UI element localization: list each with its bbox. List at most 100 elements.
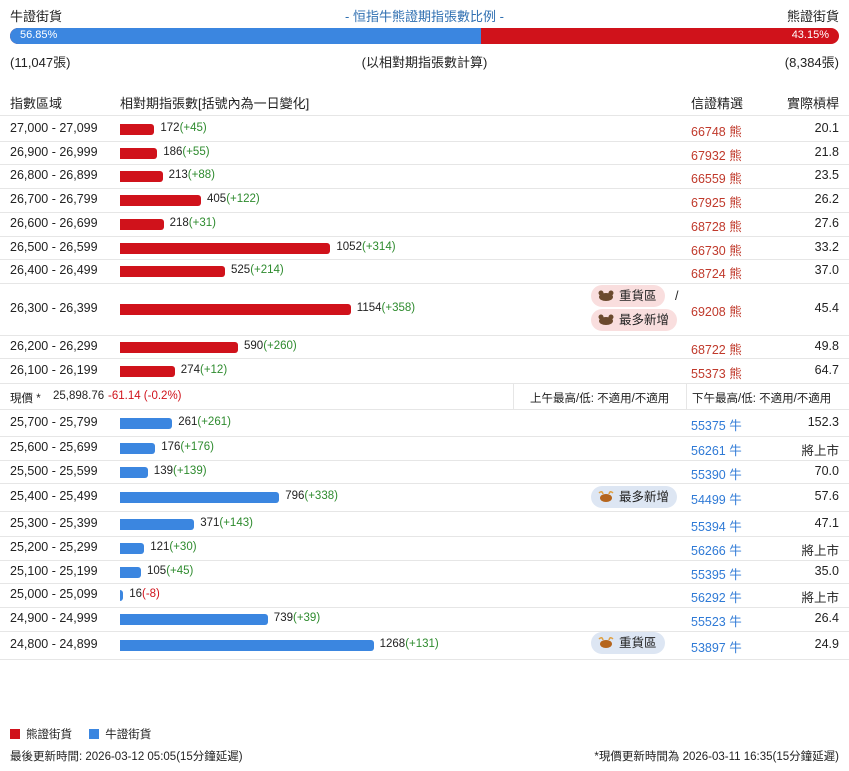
leverage-value: 152.3 [807,415,839,429]
leverage-value: 21.8 [814,145,839,159]
warrant-type: 熊 [725,220,742,234]
bear-street-label: 熊證街貨 [786,9,839,24]
range-cell: 26,800 - 26,899 [10,168,98,182]
range-cell: 26,100 - 26,199 [10,363,98,377]
data-bar [120,443,156,454]
warrant-code[interactable]: 56266 牛 [691,540,742,559]
table-row: 25,000 - 25,099 16(-8) 56292 牛 將上市 [0,583,849,608]
warrant-code[interactable]: 66559 熊 [691,168,742,187]
contracts-value: 139 [153,465,173,477]
warrant-code[interactable]: 53897 牛 [691,637,742,656]
bar-value: 176(+176) [161,441,214,453]
warrant-code[interactable]: 55390 牛 [691,464,742,483]
table-row: 25,100 - 25,199 105(+45) 55395 牛 35.0 [0,560,849,584]
heavy-zone-badge: 重貨區 [591,632,665,654]
warrant-code[interactable]: 55373 熊 [691,363,742,382]
range-cell: 26,300 - 26,399 [10,301,98,315]
leverage-value: 57.6 [814,489,839,503]
contracts-value: 590 [244,340,264,352]
leverage-value: 20.1 [814,121,839,135]
warrant-code[interactable]: 55395 牛 [691,564,742,583]
warrant-code[interactable]: 55375 牛 [691,415,742,434]
warrant-code[interactable]: 67932 熊 [691,145,742,164]
table-row: 26,100 - 26,199 274(+12) 55373 熊 64.7 [0,358,849,384]
contracts-value: 176 [161,441,181,453]
warrant-code[interactable]: 55523 牛 [691,611,742,630]
legend-bear-swatch [10,729,20,739]
spot-label: 現價 * [10,393,41,405]
data-bar [120,492,280,503]
warrant-code[interactable]: 67925 熊 [691,192,742,211]
data-bar [120,243,331,254]
bar-value: 590(+260) [244,340,297,352]
data-bar [120,266,225,277]
table-header: 指數區域 相對期指張數[括號內為一日變化] 信證精選 實際槓桿 [0,93,849,116]
contracts-value: 739 [273,612,293,624]
bar-value: 121(+30) [150,541,196,553]
warrant-code[interactable]: 55394 牛 [691,516,742,535]
leverage-value: 23.5 [814,168,839,182]
range-cell: 27,000 - 27,099 [10,121,98,135]
table-row: 26,500 - 26,599 1052(+314) 66730 熊 33.2 [0,236,849,260]
contracts-value: 172 [160,122,180,134]
legend-bear-label: 熊證街貨 [26,729,72,741]
warrant-type: 熊 [725,149,742,163]
col-leverage: 實際槓桿 [786,96,839,111]
warrant-code-number: 55373 [691,367,726,381]
warrant-type: 熊 [725,343,742,357]
warrant-code-number: 67925 [691,196,726,210]
leverage-value: 70.0 [814,464,839,478]
daily-change: (+31) [188,217,216,229]
data-bar [120,519,195,530]
table-row: 24,800 - 24,899 1268(+131) 53897 牛 24.9 [0,631,849,660]
bar-value: 139(+139) [154,465,207,477]
range-cell: 26,700 - 26,799 [10,192,98,206]
warrant-code[interactable]: 69208 熊 [691,301,742,320]
warrant-type: 牛 [725,544,742,558]
bear-count: (8,384張) [784,55,839,70]
warrant-code-number: 56292 [691,591,726,605]
data-bar [120,195,201,206]
daily-change: (+260) [263,340,297,352]
warrant-code[interactable]: 68722 熊 [691,339,742,358]
daily-change: (+214) [250,264,284,276]
am-high-low: 上午最高/低: 不適用/不適用 [530,393,670,405]
table-row: 26,200 - 26,299 590(+260) 68722 熊 49.8 [0,335,849,359]
warrant-code[interactable]: 68728 熊 [691,216,742,235]
bar-value: 739(+39) [274,612,320,624]
warrant-code-number: 54499 [691,493,726,507]
warrant-code[interactable]: 66730 熊 [691,240,742,259]
bear-icon [598,290,614,301]
bar-value: 1268(+131) [380,638,439,650]
price-updated: *現價更新時間為 2026-03-11 16:35(15分鐘延遲) [594,751,839,763]
table-row: 26,300 - 26,399 1154(+358) 69208 熊 45.4 [0,283,849,336]
data-bar [120,342,238,353]
warrant-code[interactable]: 56292 牛 [691,587,742,606]
leverage-value: 33.2 [814,240,839,254]
data-bar [120,614,268,625]
legend-bull-swatch [89,729,100,739]
bar-value: 525(+214) [231,264,284,276]
spot-row: 現價 * 25,898.76 -61.14 (-0.2%) 上午最高/低: 不適… [0,383,849,410]
warrant-code-number: 68722 [691,343,726,357]
leverage-value: 24.9 [814,637,839,651]
daily-change: (-8) [141,588,160,600]
bull-street-label: 牛證街貨 [10,9,63,24]
most-new-badge: 最多新增 [591,309,678,331]
contracts-value: 1154 [356,302,382,314]
range-cell: 26,400 - 26,499 [10,263,98,277]
leverage-value: 64.7 [814,363,839,377]
warrant-code[interactable]: 68724 熊 [691,263,742,282]
warrant-code[interactable]: 66748 熊 [691,121,742,140]
bar-value: 261(+261) [178,416,231,428]
warrant-code[interactable]: 54499 牛 [691,489,742,508]
contracts-value: 261 [178,416,198,428]
warrant-code-number: 68728 [691,220,726,234]
data-bar [120,124,155,135]
warrant-code-number: 66559 [691,172,726,186]
leverage-value: 26.4 [814,611,839,625]
warrant-code-number: 55394 [691,520,726,534]
warrant-code[interactable]: 56261 牛 [691,440,742,459]
col-range: 指數區域 [10,96,63,111]
daily-change: (+139) [172,465,207,477]
